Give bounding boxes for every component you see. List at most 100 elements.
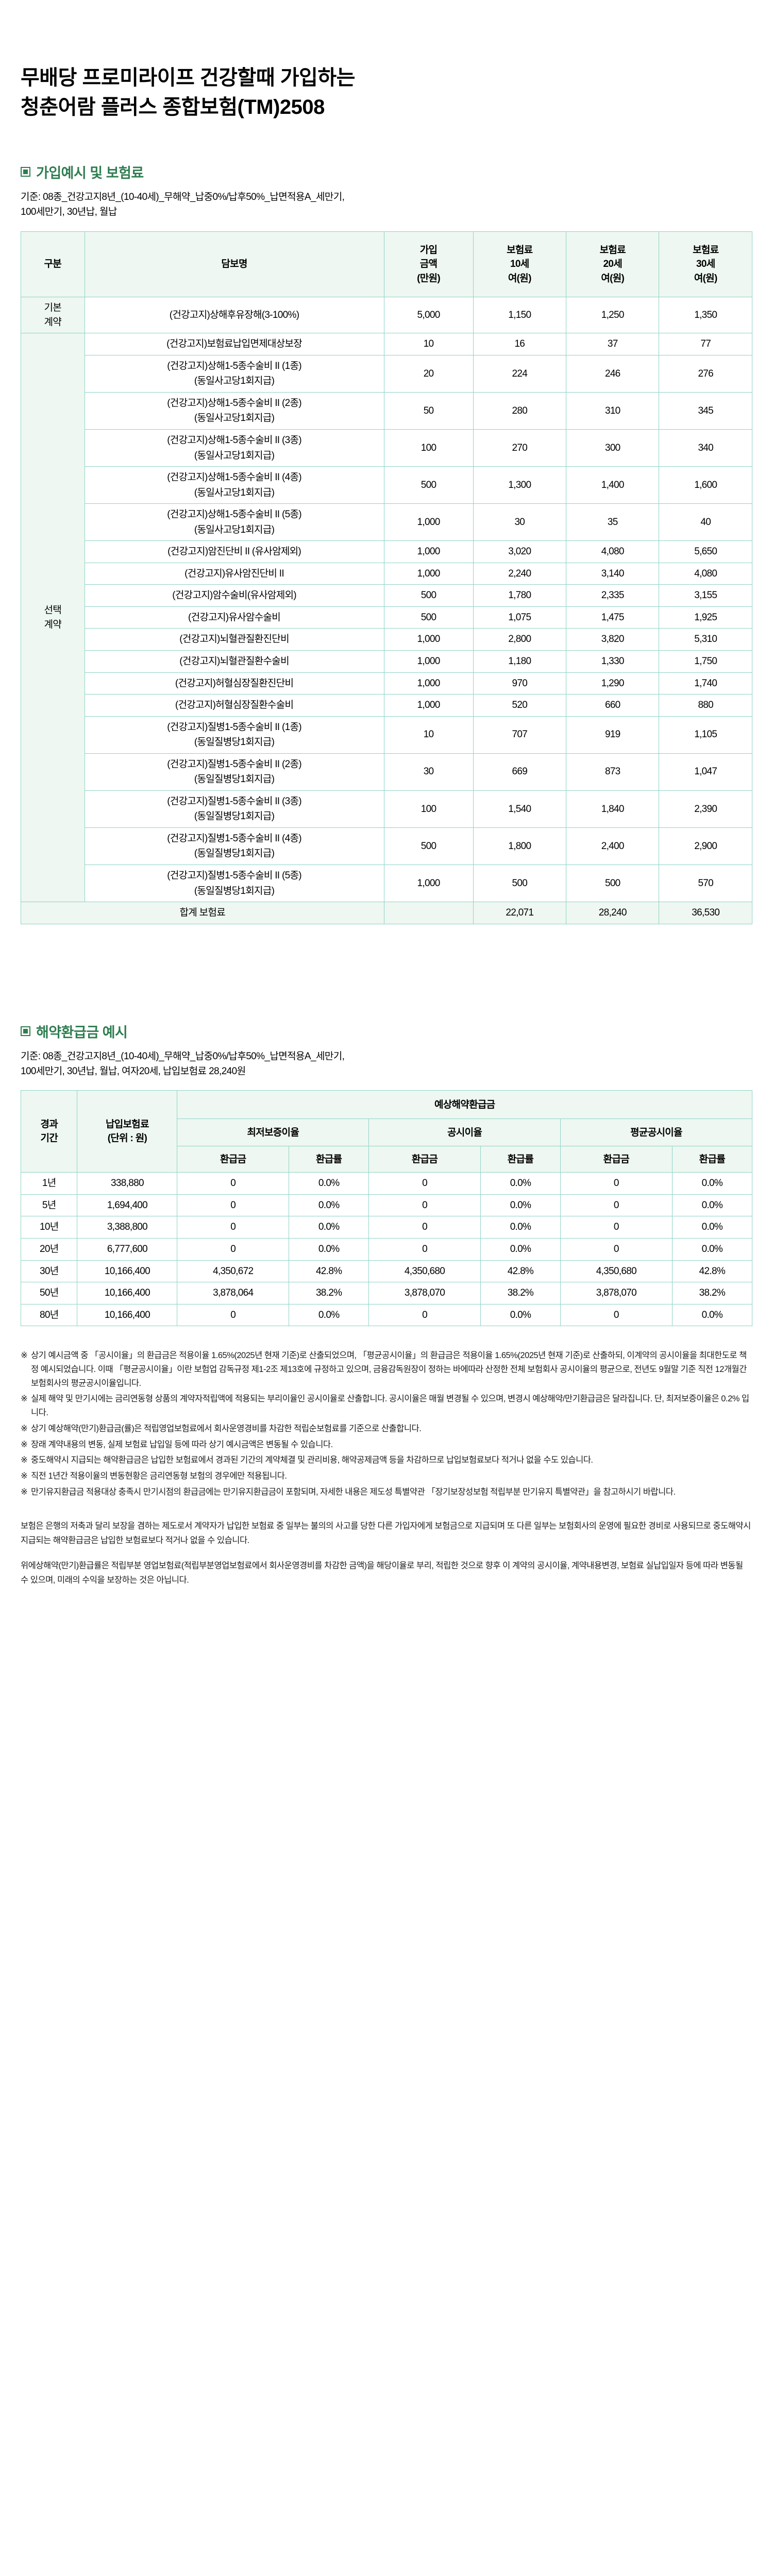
benefit-name-main: (건강고지)질병1-5종수술비 II (1종) — [167, 721, 301, 733]
total-premium-age30: 36,530 — [659, 902, 752, 924]
paid-premium-cell: 10,166,400 — [77, 1303, 178, 1327]
premium-age30-cell: 1,350 — [659, 297, 752, 334]
premium-age20-cell: 1,400 — [566, 466, 660, 504]
avg-ratio-cell: 0.0% — [671, 1172, 753, 1195]
table-row: (건강고지)질병1-5종수술비 II (1종) (동일질병당1회지급) 10 707 9… — [21, 716, 752, 754]
table-row: (건강고지)유사암진단비 II 1,000 2,240 3,140 4,080 — [21, 562, 752, 585]
benefit-name-main: (건강고지)유사암수술비 — [188, 612, 281, 623]
table-row: 50년 10,166,400 3,878,064 38.2% 3,878,070 38.2… — [20, 1282, 753, 1304]
section-heading-premium-label: 가입예시 및 보험료 — [36, 165, 144, 181]
premium-age10-cell: 500 — [473, 864, 567, 903]
header-dis-amount: 환급금 — [368, 1146, 481, 1173]
header-paid-premium-line-2: (단위 : 원) — [107, 1133, 147, 1144]
benefit-name-cell: (건강고지)뇌혈관질환진단비 — [84, 628, 384, 651]
table-row: (건강고지)암수술비(유사암제외) 500 1,780 2,335 3,155 — [21, 584, 752, 607]
header-elapsed-period-line-2: 기간 — [40, 1133, 58, 1144]
header-premium-age10-line-3: 여(원) — [508, 273, 532, 284]
premium-age10-cell: 30 — [473, 503, 567, 541]
elapsed-period-cell: 50년 — [20, 1282, 78, 1304]
benefit-name-sub: (동일사고당1회지급) — [194, 524, 275, 535]
section-heading-premium: 가입예시 및 보험료 — [21, 162, 752, 182]
total-label: 합계 보험료 — [21, 902, 384, 924]
table-row: (건강고지)뇌혈관질환수술비 1,000 1,180 1,330 1,750 — [21, 650, 752, 673]
footnote-text: 직전 1년간 적용이율의 변동현황은 금리연동형 보험의 경우에만 적용됩니다. — [31, 1471, 287, 1481]
header-elapsed-period-line-1: 경과 — [40, 1118, 58, 1130]
table-row: 80년 10,166,400 0 0.0% 0 0.0% 0 0.0% — [20, 1303, 753, 1327]
benefit-name-main: (건강고지)암수술비(유사암제외) — [172, 590, 296, 601]
paid-premium-cell: 10,166,400 — [77, 1260, 178, 1283]
footnote-mark-icon: ※ — [21, 1394, 28, 1404]
footnote-item: ※ 직전 1년간 적용이율의 변동현황은 금리연동형 보험의 경우에만 적용됩니다… — [21, 1469, 752, 1483]
header-premium-age10: 보험료 10세 여(원) — [473, 231, 567, 298]
premium-age20-cell: 4,080 — [566, 540, 660, 563]
avg-ratio-cell: 0.0% — [671, 1303, 753, 1327]
min-amount-cell: 0 — [177, 1194, 290, 1217]
elapsed-period-cell: 20년 — [20, 1238, 78, 1261]
benefit-name-main: (건강고지)보험료납입면제대상보장 — [166, 338, 303, 350]
premium-age10-cell: 270 — [473, 429, 567, 467]
coverage-amount-cell: 1,000 — [383, 650, 474, 673]
table-row: 기본 계약 (건강고지)상해후유장해(3-100%) 5,000 1,150 1,250 1… — [21, 297, 752, 334]
benefit-name-sub: (동일질병당1회지급) — [194, 811, 275, 822]
premium-age30-cell: 1,750 — [659, 650, 752, 673]
min-amount-cell: 4,350,672 — [177, 1260, 290, 1283]
premium-age10-cell: 1,075 — [473, 606, 567, 629]
table-row: 1년 338,880 0 0.0% 0 0.0% 0 0.0% — [20, 1172, 753, 1195]
premium-age10-cell: 224 — [473, 354, 567, 393]
footnote-mark-icon: ※ — [21, 1487, 28, 1497]
disclosed-amount-cell: 0 — [368, 1172, 481, 1195]
benefit-name-cell: (건강고지)상해1-5종수술비 II (2종) (동일사고당1회지급) — [84, 392, 384, 430]
header-amount-line-1: 가입 — [419, 244, 438, 256]
paid-premium-cell: 6,777,600 — [77, 1238, 178, 1261]
notes-list: ※ 상기 예시금액 중 「공시이율」의 환급금은 적용이율 1.65%(2025년… — [21, 1349, 752, 1499]
benefit-name-cell: (건강고지)질병1-5종수술비 II (1종) (동일질병당1회지급) — [84, 716, 384, 754]
premium-age30-cell: 340 — [659, 429, 752, 467]
min-ratio-cell: 38.2% — [289, 1282, 369, 1304]
group-cell-basic: 기본 계약 — [21, 297, 85, 334]
header-avg-ratio: 환급률 — [671, 1146, 753, 1173]
premium-age30-cell: 570 — [659, 864, 752, 903]
benefit-name-cell: (건강고지)유사암진단비 II — [84, 562, 384, 585]
disclosed-ratio-cell: 38.2% — [480, 1282, 561, 1304]
page-title-line-1: 무배당 프로미라이프 건강할때 가입하는 — [21, 66, 355, 89]
benefit-name-cell: (건강고지)보험료납입면제대상보장 — [84, 333, 384, 355]
premium-age10-cell: 1,150 — [473, 297, 567, 334]
avg-ratio-cell: 0.0% — [671, 1194, 753, 1217]
benefit-name-sub: (동일질병당1회지급) — [194, 885, 275, 896]
header-amount-line-2: 금액 — [419, 259, 438, 270]
footnote-item: ※ 상기 예시금액 중 「공시이율」의 환급금은 적용이율 1.65%(2025년… — [21, 1349, 752, 1390]
benefit-name-main: (건강고지)상해1-5종수술비 II (2종) — [167, 397, 301, 409]
premium-age30-cell: 1,925 — [659, 606, 752, 629]
group-label-line-1: 선택 — [44, 605, 62, 616]
header-premium-age20-line-1: 보험료 — [599, 244, 626, 256]
premium-age30-cell: 1,105 — [659, 716, 752, 754]
benefit-name-sub: (동일사고당1회지급) — [194, 376, 275, 387]
coverage-amount-cell: 1,000 — [383, 672, 474, 695]
premium-age10-cell: 2,800 — [473, 628, 567, 651]
footnote-text: 중도해약시 지급되는 해약환급금은 납입한 보험료에서 경과된 기간의 계약체결… — [31, 1455, 593, 1465]
min-ratio-cell: 42.8% — [289, 1260, 369, 1283]
avg-amount-cell: 4,350,680 — [560, 1260, 673, 1283]
premium-age30-cell: 5,650 — [659, 540, 752, 563]
paid-premium-cell: 338,880 — [77, 1172, 178, 1195]
premium-age20-cell: 873 — [566, 753, 660, 791]
surrender-table-head: 경과 기간 납입보험료 (단위 : 원) 예상해약환급금 최저보증이율 공시이율… — [20, 1090, 753, 1173]
surrender-header-row-1: 경과 기간 납입보험료 (단위 : 원) 예상해약환급금 — [20, 1090, 752, 1173]
premium-age20-cell: 660 — [566, 694, 660, 717]
surrender-header-row-3: 환급금 환급률 환급금 환급률 환급금 환급률 — [21, 1146, 753, 1173]
min-amount-cell: 0 — [177, 1172, 290, 1195]
benefit-name-sub: (동일질병당1회지급) — [194, 774, 275, 785]
benefit-name-cell: (건강고지)질병1-5종수술비 II (5종) (동일질병당1회지급) — [84, 864, 384, 903]
surrender-header-row-2: 최저보증이율 공시이율 평균공시이율 — [21, 1118, 752, 1147]
premium-age10-cell: 1,780 — [473, 584, 567, 607]
min-amount-cell: 0 — [177, 1238, 290, 1261]
coverage-amount-cell: 500 — [383, 606, 474, 629]
header-premium-age30-line-2: 30세 — [696, 259, 715, 270]
benefit-name-sub: (동일사고당1회지급) — [194, 413, 275, 424]
premium-age20-cell: 35 — [566, 503, 660, 541]
surrender-table-body: 1년 338,880 0 0.0% 0 0.0% 0 0.0% 5년 1,694,400 0 0.0%… — [20, 1172, 753, 1327]
elapsed-period-cell: 10년 — [20, 1216, 78, 1239]
header-elapsed-period: 경과 기간 — [20, 1090, 78, 1173]
premium-age30-cell: 2,390 — [659, 790, 752, 828]
premium-age20-cell: 246 — [566, 354, 660, 393]
